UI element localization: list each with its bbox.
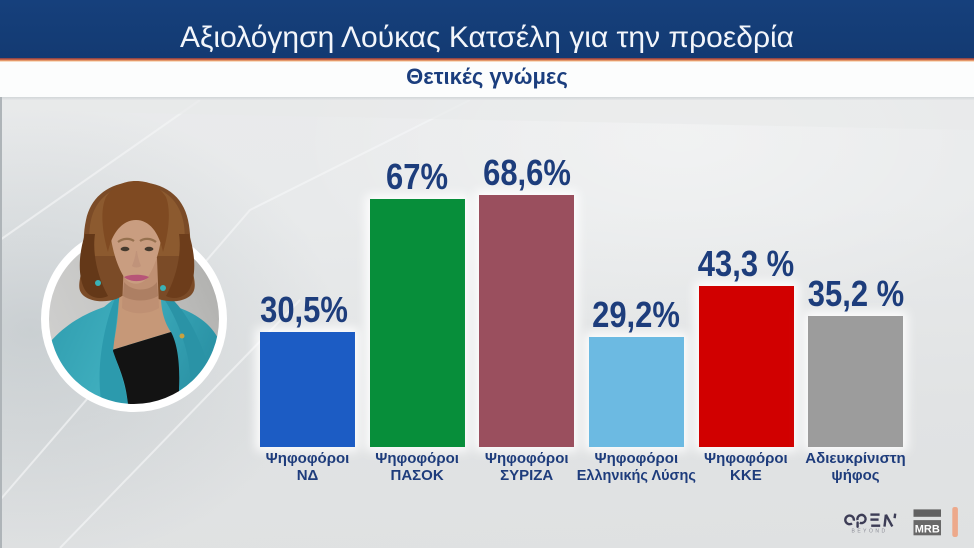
svg-text:BEYOND: BEYOND: [852, 529, 888, 535]
svg-text:MRB: MRB: [915, 523, 940, 535]
